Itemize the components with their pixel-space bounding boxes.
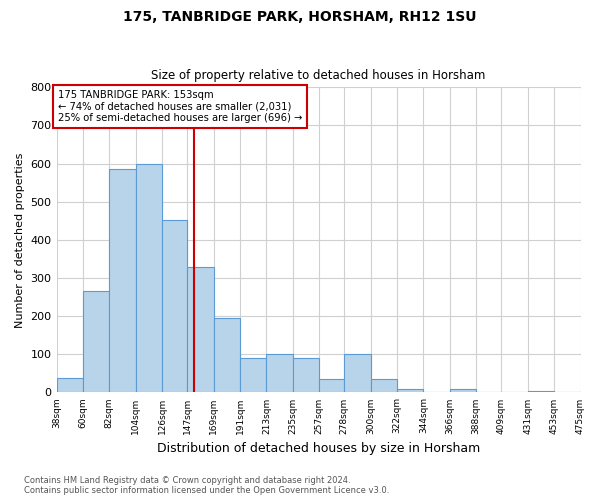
Bar [109,170,136,392]
Bar [397,388,424,392]
Bar [581,390,600,392]
Text: 175, TANBRIDGE PARK, HORSHAM, RH12 1SU: 175, TANBRIDGE PARK, HORSHAM, RH12 1SU [123,10,477,24]
Bar [83,292,109,392]
Bar [319,379,344,392]
Title: Size of property relative to detached houses in Horsham: Size of property relative to detached ho… [151,69,486,82]
Bar [162,220,187,392]
Bar [266,354,293,393]
Bar [214,318,240,392]
X-axis label: Distribution of detached houses by size in Horsham: Distribution of detached houses by size … [157,442,480,455]
Bar [136,164,162,392]
Bar [56,378,83,392]
Y-axis label: Number of detached properties: Number of detached properties [15,152,25,328]
Bar [344,354,371,393]
Bar [450,388,476,392]
Bar [240,358,266,392]
Bar [293,358,319,392]
Bar [187,266,214,392]
Bar [528,390,554,392]
Text: 175 TANBRIDGE PARK: 153sqm
← 74% of detached houses are smaller (2,031)
25% of s: 175 TANBRIDGE PARK: 153sqm ← 74% of deta… [58,90,302,123]
Bar [371,379,397,392]
Text: Contains HM Land Registry data © Crown copyright and database right 2024.
Contai: Contains HM Land Registry data © Crown c… [24,476,389,495]
